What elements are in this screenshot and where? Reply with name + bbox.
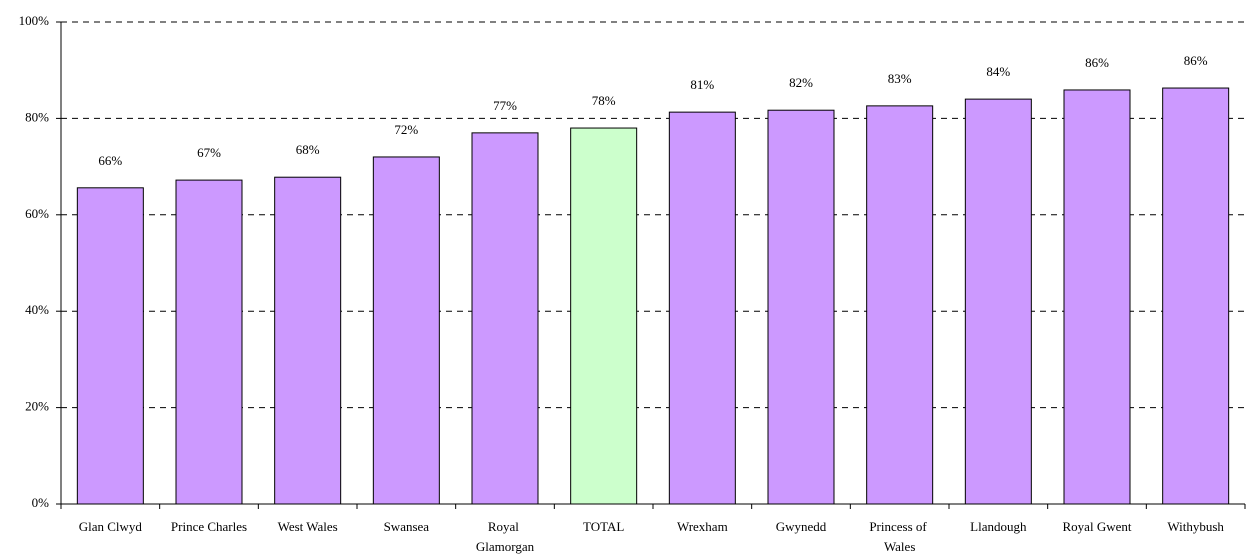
y-tick-label: 80% [25,109,49,124]
bar [471,132,539,505]
bar [668,111,736,505]
bar [175,179,243,505]
data-label: 82% [789,75,813,90]
y-tick-label: 100% [19,13,50,28]
y-tick-label: 20% [25,399,49,414]
y-tick-label: 40% [25,302,49,317]
data-label: 67% [197,145,221,160]
data-label: 72% [394,122,418,137]
bar [372,156,440,505]
bar [964,98,1032,505]
data-label: 66% [98,153,122,168]
data-label: 81% [690,77,714,92]
x-tick-label: Swansea [384,519,430,534]
x-tick-label: Wrexham [677,519,728,534]
data-label: 86% [1184,53,1208,68]
x-tick-label: Royal Gwent [1063,519,1132,534]
x-tick-label: Withybush [1167,519,1224,534]
bar [76,187,144,505]
data-label: 77% [493,98,517,113]
x-tick-label: TOTAL [583,519,624,534]
bar [274,176,342,505]
x-tick-label: Princess of Wales [869,519,930,554]
bar [767,109,835,505]
y-tick-label: 60% [25,206,49,221]
data-label: 68% [296,142,320,157]
x-tick-label: Prince Charles [171,519,247,534]
x-tick-label: Royal Glamorgan [476,519,535,554]
data-label: 86% [1085,55,1109,70]
data-label: 83% [888,71,912,86]
bar [570,127,638,505]
bar [866,105,934,505]
bar [1063,89,1131,505]
bar [1162,87,1230,505]
x-tick-label: Glan Clwyd [79,519,143,534]
x-tick-label: Llandough [970,519,1027,534]
x-tick-label: West Wales [278,519,338,534]
y-tick-label: 0% [32,495,50,510]
data-label: 84% [986,64,1010,79]
x-tick-label: Gwynedd [776,519,827,534]
data-label: 78% [592,93,616,108]
